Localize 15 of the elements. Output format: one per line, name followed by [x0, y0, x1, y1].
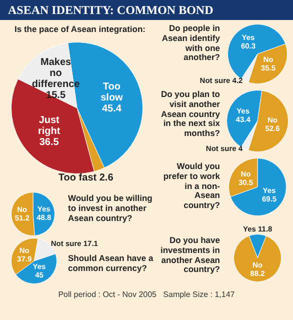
chart-title: ASEAN IDENTITY: COMMON BOND: [0, 0, 293, 20]
slice-label: Too fast: [58, 172, 100, 184]
data-label: 45.4: [102, 104, 122, 115]
chart-subtitle: Is the pace of Asean integration:: [14, 24, 146, 35]
text: Poll period : Oct - Nov 2005 Sample Size : 1,147: [57, 290, 236, 300]
data-label: 36.5: [39, 136, 60, 148]
text: Would you be willing to invest in another Asean country?: [68, 193, 154, 224]
text: Do you plan to visit another Asean country in the next six months?: [160, 89, 220, 139]
text: Should Asean have a common currency?: [68, 253, 154, 274]
text: Do you have investments in another Asean country?: [160, 235, 220, 276]
slice-label: Too slow: [100, 82, 124, 104]
text: Do people in Asean identify with one another?: [160, 23, 220, 64]
text: Would you prefer to work in a non-Asean country?: [162, 161, 220, 211]
data-label: 2.6: [99, 172, 114, 184]
slice-label: Just right: [38, 114, 61, 137]
